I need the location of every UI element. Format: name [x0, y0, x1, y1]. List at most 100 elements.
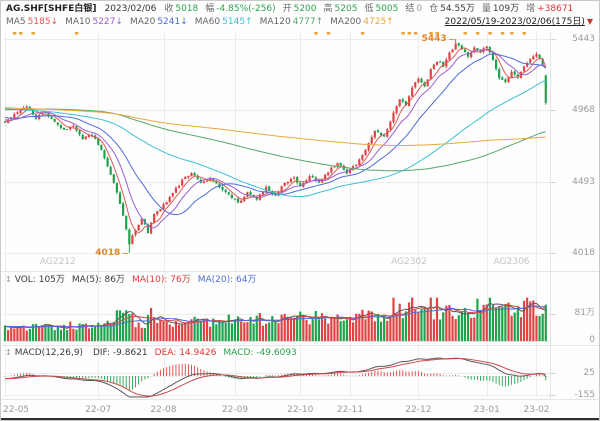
quote-field-label: 低 — [364, 4, 374, 14]
ma-item-label: MA20 — [129, 17, 156, 27]
price-axis-label: 5443 — [572, 34, 595, 44]
volume-axis-label: 0 — [589, 335, 595, 345]
ma-item-label: MA10 — [65, 17, 91, 27]
quote-field: 量 109万 — [482, 4, 519, 14]
time-axis-label: 22-07 — [85, 405, 112, 415]
date-range-text: 2022/05/19-2023/02/06(175日) — [444, 17, 585, 27]
time-axis-label: 23-01 — [473, 405, 500, 415]
quote-field-label: 幅 — [205, 4, 215, 14]
macd-pane-resize-icon[interactable]: ↕ — [5, 348, 12, 357]
window-bottom-edge — [1, 418, 599, 420]
quote-field: 开 5200 — [283, 4, 317, 14]
ma-item-label: MA5 — [6, 17, 26, 27]
volume-indicator-value: 86万 — [104, 275, 125, 285]
ma-header: MA5 5185↓ MA10 5227↓ MA20 5241↓ MA60 5145↑ MA120… — [6, 16, 401, 28]
quote-field-value: 109万 — [492, 4, 520, 14]
macd-indicator-label: MACD: — [223, 348, 254, 358]
macd-indicator-label: MACD(12,26,9) — [14, 348, 84, 358]
quote-field-label: 开 — [282, 4, 292, 14]
quote-field: 高 5205 — [324, 4, 358, 14]
price-axis-label: 4968 — [572, 105, 595, 116]
time-axis-label: 22-05 — [3, 405, 30, 415]
macd-indicator-item: MACD(12,26,9) — [15, 348, 86, 358]
time-axis-label: 23-02 — [523, 405, 550, 415]
quote-field: 幅 -4.85%(-256) — [205, 4, 275, 14]
ma-item-value: 4725↑ — [363, 17, 394, 27]
quote-field-label: 结 — [405, 4, 415, 14]
ma-item-value: 5241↓ — [157, 17, 188, 27]
quote-field-label: 增 — [526, 4, 536, 14]
dropdown-triangle-icon: ▼ — [586, 17, 593, 26]
volume-indicator-value: 105万 — [38, 275, 65, 285]
time-axis-label: 22-08 — [150, 405, 177, 415]
volume-pane-resize-icon[interactable]: ↕ — [5, 275, 12, 284]
ma-item-value: 4777↑ — [292, 17, 324, 27]
ma-item: MA60 5145↑ — [195, 17, 253, 27]
quote-field-value: 5018 — [175, 4, 199, 14]
time-axis-label: 22-10 — [287, 405, 314, 415]
quote-field-value: +38671 — [537, 4, 574, 14]
symbol-name: AG.SHF[SHFE白银] — [6, 4, 97, 14]
ma-item-label: MA200 — [330, 17, 362, 27]
macd-indicator-value: 14.9426 — [179, 348, 217, 358]
macd-indicator-item: DEA: 14.9426 — [155, 348, 217, 358]
volume-indicator-item: MA(20): 64万 — [198, 275, 257, 285]
quote-field: 增 +38671 — [526, 4, 573, 14]
quote-date: 2023/02/06 — [104, 4, 157, 14]
quote-field-value: 5005 — [375, 4, 399, 14]
volume-indicator-value: 76万 — [170, 275, 191, 285]
ma-item: MA120 4777↑ — [260, 17, 324, 27]
volume-indicator-value: 64万 — [236, 275, 257, 285]
macd-indicator-item: DIF: -9.8621 — [93, 348, 148, 358]
price-axis-label: 4493 — [572, 176, 595, 187]
quote-field-value: 5200 — [293, 4, 317, 14]
contract-label: AG2302 — [391, 257, 427, 267]
quote-field: 低 5005 — [364, 4, 398, 14]
volume-axis-label: 81万 — [574, 308, 595, 318]
contract-label: AG2212 — [39, 257, 76, 267]
volume-pane-header: ↕ VOL: 105万 MA(5): 86万 MA(10): 76万 MA(20): 6… — [5, 274, 263, 286]
ma-item: MA5 5185↓ — [6, 17, 58, 27]
ma-item-label: MA120 — [259, 17, 291, 27]
volume-indicator-item: MA(5): 86万 — [72, 275, 125, 285]
macd-indicator-value: -9.8621 — [112, 348, 148, 358]
quote-header: AG.SHF[SHFE白银] 2023/02/06 收 5018 幅 -4.85%(-25… — [6, 3, 580, 15]
time-axis-label: 22-09 — [221, 405, 249, 415]
price-axis-label: 4018 — [572, 248, 595, 258]
volume-indicator-item: VOL: 105万 — [15, 275, 65, 285]
ma-item-label: MA60 — [194, 17, 221, 27]
quote-field-label: 收 — [164, 4, 174, 14]
ma-item: MA200 4725↑ — [330, 17, 394, 27]
time-axis-label: 22-12 — [405, 405, 432, 415]
ma-item: MA10 5227↓ — [65, 17, 123, 27]
quote-field: 仓 54.55万 — [429, 4, 475, 14]
time-axis-label: 22-11 — [336, 405, 364, 415]
quote-field: 收 5018 — [164, 4, 198, 14]
volume-indicator-item: MA(10): 76万 — [132, 275, 191, 285]
quote-field-value: -4.85%(-256) — [216, 4, 276, 14]
quote-field-label: 高 — [323, 4, 333, 14]
ma-item-value: 5227↓ — [92, 17, 123, 27]
ma-values: MA5 5185↓ MA10 5227↓ MA20 5241↓ MA60 5145↑ MA120… — [6, 17, 401, 27]
period-low-annotation: 4018 — [95, 248, 121, 258]
date-range-selector[interactable]: 2022/05/19-2023/02/06(175日) ▼ — [445, 16, 593, 28]
volume-indicator-label: MA(5): — [71, 275, 102, 285]
volume-indicator-label: VOL: — [14, 275, 36, 285]
macd-axis-label: -155 — [574, 389, 595, 400]
macd-axis-label: 25 — [583, 368, 595, 378]
quote-field-value: 0 — [416, 4, 423, 14]
quote-field-value: 5205 — [334, 4, 358, 14]
macd-indicator-item: MACD: -49.6093 — [223, 348, 296, 358]
volume-indicator-label: MA(20): — [197, 275, 234, 285]
ma-item: MA20 5241↓ — [130, 17, 188, 27]
quote-fields: 收 5018 幅 -4.85%(-256) 开 5200 高 5205 低 5005 结 0 仓 54.5… — [164, 4, 580, 14]
macd-indicator-label: DEA: — [154, 348, 177, 358]
macd-indicator-label: DIF: — [92, 348, 111, 358]
quote-field-value: 54.55万 — [440, 4, 475, 14]
quote-field-label: 量 — [481, 4, 491, 14]
macd-indicator-value: -49.6093 — [256, 348, 297, 358]
ma-item-value: 5145↑ — [222, 17, 253, 27]
macd-pane-header: ↕ MACD(12,26,9) DIF: -9.8621 DEA: 14.9426 M… — [5, 347, 304, 359]
